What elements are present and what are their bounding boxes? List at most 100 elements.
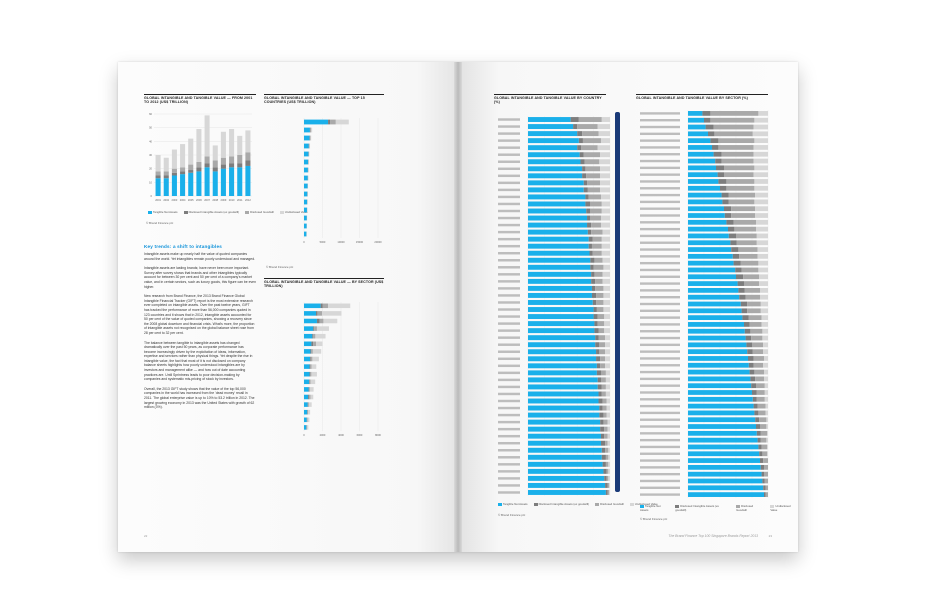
bar-segment — [608, 475, 610, 481]
bar-segment — [757, 247, 768, 252]
bar-segment — [688, 396, 753, 402]
bar-segment — [245, 160, 251, 166]
bar-segment — [756, 226, 768, 232]
bar-segment — [726, 219, 734, 225]
bar-segment — [762, 451, 768, 457]
bar-segment — [688, 383, 752, 389]
bar-segment — [688, 131, 708, 137]
bar-segment — [528, 490, 606, 495]
bar-segment — [688, 335, 746, 341]
bar-segment — [761, 315, 768, 320]
bar-segment — [756, 390, 765, 395]
legend-item-undisclosed: Undisclosed Value — [770, 504, 798, 512]
bar-segment — [188, 172, 194, 196]
bar-segment — [605, 482, 608, 488]
bar-segment — [578, 117, 602, 122]
bar-segment — [590, 201, 602, 207]
bar-segment — [594, 257, 603, 263]
bar-segment — [311, 349, 313, 354]
bar-segment — [756, 233, 768, 239]
bar-segment — [764, 471, 768, 477]
paragraph: Overall, the 2013 GIFT study shows that … — [144, 386, 255, 410]
bar-segment — [688, 376, 751, 382]
row-label-placeholder — [498, 209, 520, 213]
bar-segment — [735, 267, 742, 273]
bar-segment — [753, 158, 768, 164]
bar-segment — [585, 166, 601, 172]
report-spread: Global intangible and tangible value — f… — [118, 62, 798, 552]
bar-segment — [688, 403, 754, 409]
row-label-placeholder — [640, 200, 680, 204]
bar-segment — [528, 363, 597, 369]
bar-segment — [312, 356, 319, 362]
bar-segment — [237, 163, 243, 168]
bar-segment — [304, 215, 307, 221]
bar-segment — [304, 356, 311, 362]
bar-segment — [761, 322, 768, 327]
row-label-placeholder — [498, 146, 520, 149]
row-label-placeholder — [640, 452, 680, 455]
bar-segment — [309, 387, 314, 392]
bar-segment — [688, 492, 764, 497]
bar-segment — [599, 349, 606, 355]
bar-segment — [746, 342, 752, 348]
bar-segment — [688, 294, 740, 300]
bar-segment — [688, 247, 732, 252]
bar-segment — [721, 192, 729, 198]
row-label-placeholder — [498, 392, 520, 396]
row-label-placeholder — [498, 315, 520, 318]
bar-segment — [603, 412, 607, 418]
bar-segment — [755, 206, 768, 212]
row-label-placeholder — [640, 425, 680, 428]
bar-segment — [595, 342, 600, 348]
bar-segment — [220, 157, 226, 165]
row-label-placeholder — [498, 244, 520, 248]
bar-segment — [604, 328, 610, 334]
bar-segment — [603, 419, 608, 425]
bar-segment — [758, 444, 762, 450]
bar-segment — [767, 444, 768, 450]
bar-segment — [528, 307, 594, 312]
bar-segment — [731, 213, 756, 218]
bar-segment — [600, 440, 606, 446]
row-label-placeholder — [498, 167, 520, 171]
bar-segment — [760, 464, 764, 470]
bar-segment — [528, 440, 601, 446]
bar-segment — [304, 387, 309, 392]
bar-segment — [309, 135, 311, 141]
bar-segment — [753, 124, 768, 130]
row-label-placeholder — [498, 301, 520, 304]
bar-segment — [328, 119, 331, 125]
row-label-placeholder — [498, 378, 520, 382]
bar-segment — [607, 426, 610, 432]
legend-item-goodwill: Disclosed Goodwill — [595, 502, 624, 506]
bar-segment — [761, 444, 768, 450]
x-tick-label: 2004 — [180, 198, 186, 202]
bar-segment — [764, 390, 768, 395]
bar-segment — [688, 233, 729, 239]
row-label-placeholder — [498, 470, 520, 473]
bar-segment — [748, 362, 754, 368]
bar-segment — [313, 341, 317, 347]
page-number-left: 22 — [144, 534, 148, 538]
row-label-placeholder — [640, 336, 680, 340]
legend-item-goodwill: Disclosed Goodwill — [736, 504, 764, 512]
bar-segment — [310, 356, 311, 362]
bar-segment — [728, 199, 755, 205]
bar-segment — [597, 377, 601, 383]
bar-segment — [601, 391, 606, 397]
row-label-placeholder — [498, 266, 520, 269]
bar-segment — [587, 187, 601, 193]
bar-segment — [180, 171, 186, 175]
bar-segment — [311, 364, 317, 369]
x-tick-label: 20000 — [374, 240, 382, 244]
bar-segment — [528, 264, 591, 270]
bar-segment — [601, 117, 610, 122]
bar-segment — [739, 294, 746, 300]
bar-segment — [306, 417, 308, 423]
bar-segment — [608, 468, 610, 474]
bar-segment — [304, 349, 311, 354]
row-label-placeholder — [640, 418, 680, 421]
bar-segment — [596, 363, 601, 369]
bar-segment — [304, 326, 314, 331]
